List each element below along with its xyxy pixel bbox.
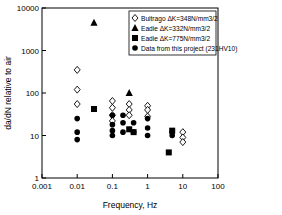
point (110, 128, 116, 134)
y-tick-label: 10 (30, 132, 39, 141)
point (74, 116, 80, 122)
y-tick-label: 1 (35, 174, 40, 183)
point (74, 101, 80, 108)
point (180, 139, 186, 146)
legend-marker (132, 35, 138, 41)
point (131, 120, 137, 126)
legend-label: Data from this project (231HV10) (141, 45, 237, 53)
x-tick (77, 174, 78, 178)
point (91, 106, 97, 112)
point (145, 116, 151, 122)
x-tick (147, 174, 148, 178)
point (166, 149, 172, 155)
point (74, 129, 80, 135)
point (120, 120, 126, 126)
legend: Buitrago ΔK=348N/mm3/2 Eadie ΔK=332N/mm3/… (129, 11, 237, 55)
point (120, 129, 126, 135)
point (74, 66, 80, 73)
x-tick-label: 100 (211, 182, 225, 191)
point (169, 133, 175, 139)
x-tick (42, 174, 43, 178)
point (109, 104, 115, 111)
x-tick-label: 0.001 (32, 182, 53, 191)
x-tick-label: 0.01 (69, 182, 85, 191)
point (110, 122, 116, 128)
chart: 0.001 0.01 0.1 1 10 100 1 10 100 1000 10000 Frequen… (0, 0, 282, 215)
y-tick (42, 8, 46, 9)
legend-marker (132, 45, 138, 51)
x-tick-label: 0.1 (107, 182, 119, 191)
point (109, 112, 115, 119)
point (74, 86, 80, 93)
point (74, 137, 80, 143)
y-tick (42, 93, 46, 94)
point (145, 133, 151, 139)
point (126, 89, 133, 96)
point (110, 133, 116, 139)
y-tick (42, 50, 46, 51)
legend-label: Eadie ΔK=775N/mm3/2 (141, 35, 210, 42)
point (131, 129, 137, 135)
legend-marker (132, 15, 138, 22)
y-tick-label: 10000 (17, 4, 40, 13)
y-tick (42, 135, 46, 136)
plot-frame (42, 8, 218, 178)
point (90, 19, 97, 26)
y-axis-label: da/dN relative to air (3, 56, 13, 130)
y-tick (42, 178, 46, 179)
legend-marker (131, 24, 138, 31)
point (131, 129, 137, 135)
legend-label: Eadie ΔK=332N/mm3/2 (141, 25, 210, 32)
x-tick (218, 174, 219, 178)
point (109, 97, 115, 104)
point (110, 112, 116, 118)
point (126, 112, 132, 119)
x-tick (112, 174, 113, 178)
x-tick-label: 10 (178, 182, 187, 191)
point (145, 125, 151, 131)
x-tick (182, 174, 183, 178)
y-tick-label: 1000 (21, 47, 39, 56)
legend-label: Buitrago ΔK=348N/mm3/2 (141, 15, 218, 23)
point (120, 112, 126, 118)
y-tick-label: 100 (26, 89, 40, 98)
x-axis-label: Frequency, Hz (103, 200, 158, 210)
x-tick-label: 1 (145, 182, 150, 191)
